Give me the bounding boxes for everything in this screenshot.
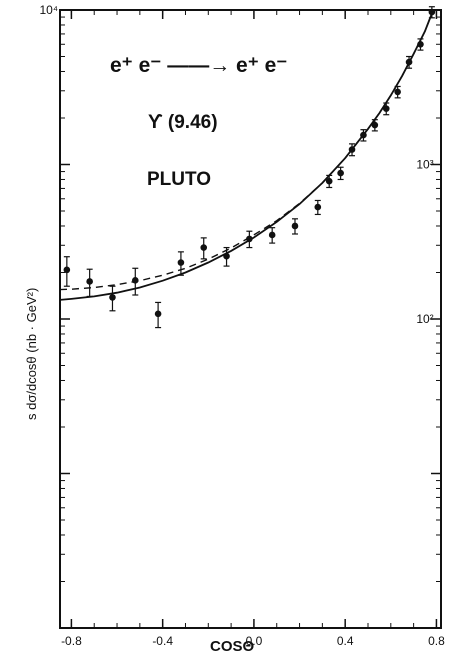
data-point bbox=[154, 310, 162, 318]
data-point bbox=[348, 146, 356, 153]
data-point bbox=[246, 235, 253, 243]
experiment-label: PLUTO bbox=[147, 169, 211, 190]
data-point bbox=[86, 278, 93, 285]
y-tick-label: 10² bbox=[416, 312, 433, 326]
data-point bbox=[131, 277, 139, 284]
data-point bbox=[382, 105, 390, 112]
data-point bbox=[360, 131, 367, 139]
data-point bbox=[337, 169, 344, 177]
y-tick-label: 10³ bbox=[416, 158, 433, 172]
dashed-fit-curve bbox=[59, 13, 433, 291]
data-point bbox=[63, 266, 71, 274]
x-tick-label: 0.8 bbox=[428, 634, 445, 648]
resonance-label: ϒ (9.46) bbox=[148, 112, 218, 133]
data-point bbox=[325, 177, 333, 185]
data-point bbox=[417, 40, 424, 48]
data-point bbox=[223, 252, 230, 260]
data-point bbox=[109, 294, 116, 301]
x-tick-label: -0.4 bbox=[152, 634, 173, 648]
x-tick-label: 0.0 bbox=[246, 634, 263, 648]
data-point bbox=[394, 88, 401, 96]
x-tick-label: 0.4 bbox=[337, 634, 354, 648]
data-point bbox=[371, 121, 379, 129]
y-axis-label: s dσ/dcosθ (nb · GeV²) bbox=[24, 288, 39, 420]
reaction-label: e⁺ e⁻ ——→ e⁺ e⁻ bbox=[110, 54, 287, 77]
data-point bbox=[291, 222, 299, 230]
data-point bbox=[268, 231, 276, 239]
x-tick-label: -0.8 bbox=[61, 634, 82, 648]
data-point bbox=[314, 203, 322, 211]
x-axis-label: COSΘ bbox=[210, 638, 255, 654]
data-point bbox=[405, 58, 413, 66]
data-point bbox=[177, 259, 185, 266]
y-tick-label: 10⁴ bbox=[39, 3, 58, 17]
solid-fit-curve bbox=[59, 13, 433, 301]
data-point bbox=[428, 8, 436, 16]
data-point bbox=[200, 244, 208, 251]
